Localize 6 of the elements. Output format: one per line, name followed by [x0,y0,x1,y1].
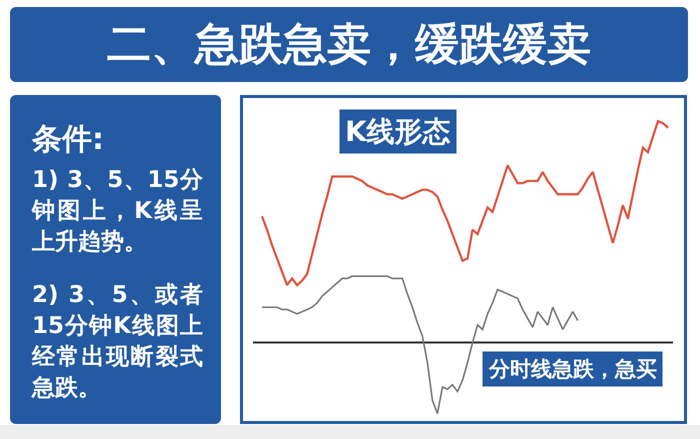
text: 1) 3、5、15分钟图上，K线呈上升趋势。 [32,166,203,257]
text: 2) 3、5、或者15分钟K线图上经常出现断裂式急跌。 [32,281,203,403]
chart-title: 二、急跌急卖，缓跌缓卖 [107,18,591,70]
series-label: 分时线急跌，急买 [488,357,657,381]
series-label: K线形态 [345,115,451,148]
text: 条件: [32,122,105,158]
